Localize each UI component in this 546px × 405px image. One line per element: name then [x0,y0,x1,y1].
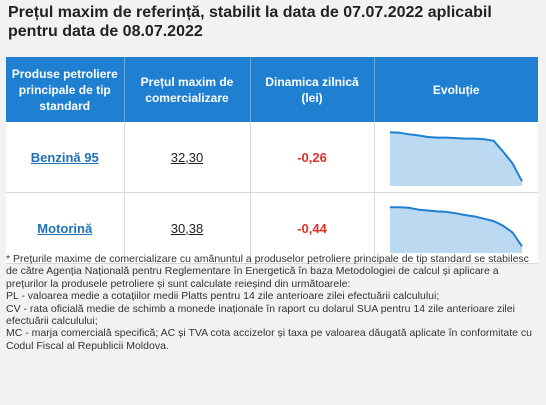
table-header-row: Produse petroliere principale de tip sta… [6,57,538,122]
footnote-pl: PL - valoarea medie a cotațiilor medii P… [6,290,440,303]
dynamic-value-benzina: -0,26 [250,122,375,193]
footnote-mc: MC - marja comercială specifică; AC și T… [6,327,533,352]
sparkline-line [390,131,524,182]
header-daily-dynamic: Dinamica zilnică (lei) [250,57,375,122]
page-title: Prețul maxim de referință, stabilit la d… [8,4,492,40]
price-table: Produse petroliere principale de tip sta… [6,57,538,264]
header-evolution: Evoluție [374,57,538,122]
table-row-motorina: Motorină 30,38 -0,44 [6,192,538,264]
footnote-intro: * Prețurile maxime de comercializare cu … [6,253,529,290]
footnote-cv: CV - rata oficială medie de schimb a mon… [6,302,515,328]
price-value-motorina: 30,38 [170,220,204,236]
product-link-benzina[interactable]: Benzină 95 [30,149,99,165]
sparkline-area [390,207,523,253]
sparkline-line [390,206,524,247]
sparkline-area [390,132,523,186]
table-row-benzina: Benzină 95 32,30 -0,26 [6,122,538,193]
header-max-price: Prețul maxim de comercializare [124,57,251,122]
product-link-motorina[interactable]: Motorină [37,220,93,236]
footnotes: * Prețurile maxime de comercializare cu … [6,253,538,352]
dynamic-value-motorina: -0,44 [250,192,375,264]
price-value-benzina: 32,30 [170,149,204,165]
evolution-chart-motorina [390,206,524,253]
header-products: Produse petroliere principale de tip sta… [6,57,125,122]
evolution-chart-benzina [390,131,524,186]
